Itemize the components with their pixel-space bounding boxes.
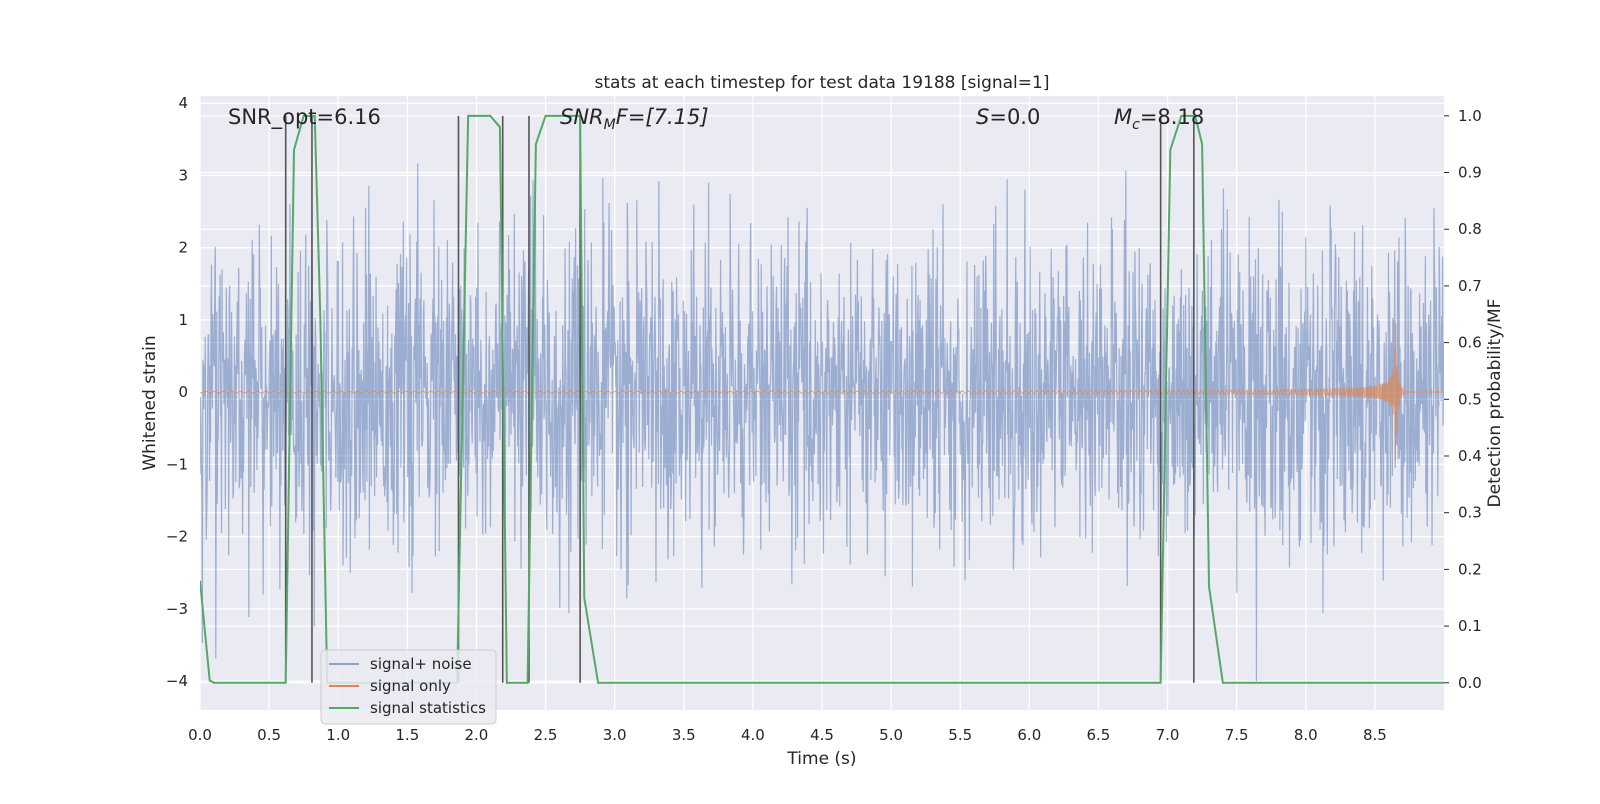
x-tick-label: 5.0	[879, 726, 903, 744]
x-tick-label: 0.5	[257, 726, 281, 744]
legend-label-signal-statistics: signal statistics	[370, 699, 486, 717]
y2-tick-label: 0.6	[1458, 334, 1482, 352]
y2-tick-label: 0.2	[1458, 560, 1482, 578]
x-tick-label: 7.5	[1225, 726, 1249, 744]
y-tick-label: 4	[178, 94, 188, 112]
annotation-snr-mf-base: SNR	[560, 105, 604, 129]
annotation-s-rest: =0.0	[989, 105, 1040, 129]
annotation-mc: Mc=8.18	[1114, 105, 1204, 133]
y-tick-label: 2	[178, 239, 188, 257]
chart-title: stats at each timestep for test data 191…	[595, 73, 1050, 93]
x-tick-label: 8.0	[1294, 726, 1318, 744]
y-tick-label: −1	[166, 455, 188, 473]
y2-tick-label: 0.1	[1458, 617, 1482, 635]
annotation-s-base: S	[976, 105, 989, 129]
series-signal-only	[200, 323, 1444, 461]
y2-axis-label: Detection probability/MF	[1485, 299, 1505, 508]
annotation-snr-opt: SNR_opt=6.16	[228, 105, 381, 130]
y-axis-label: Whitened strain	[140, 335, 160, 470]
x-tick-label: 2.0	[465, 726, 489, 744]
x-tick-label: 8.5	[1363, 726, 1387, 744]
y2-tick-label: 1.0	[1458, 107, 1482, 125]
legend-label-signal-only: signal only	[370, 677, 451, 695]
y2-tick-label: 0.8	[1458, 220, 1482, 238]
y-tick-label: 3	[178, 166, 188, 184]
annotation-snr-mf-sub: M	[604, 117, 616, 133]
y2-tick-label: 0.0	[1458, 674, 1482, 692]
annotation-snr-mf: SNRMF=[7.15]	[560, 105, 709, 133]
y2-tick-label: 0.3	[1458, 504, 1482, 522]
x-tick-label: 2.5	[534, 726, 558, 744]
x-tick-label: 1.5	[395, 726, 419, 744]
annotation-mc-sub: c	[1132, 117, 1140, 133]
y-tick-label: 0	[178, 383, 188, 401]
y-tick-label: 1	[178, 311, 188, 329]
x-tick-label: 5.5	[948, 726, 972, 744]
y-axis-ticks: 4 3 2 1 0 −1 −2 −3 −4	[166, 94, 188, 690]
y2-axis-ticks: 1.0 0.9 0.8 0.7 0.6 0.5 0.4 0.3 0.2 0.1 0.0	[1444, 107, 1482, 692]
annotation-mc-base: M	[1114, 105, 1132, 129]
x-tick-label: 1.0	[326, 726, 350, 744]
y-tick-label: −4	[166, 672, 188, 690]
annotation-s: S=0.0	[976, 105, 1040, 129]
x-tick-label: 6.5	[1087, 726, 1111, 744]
legend-label-signal-noise: signal+ noise	[370, 655, 472, 673]
y2-tick-label: 0.4	[1458, 447, 1482, 465]
series-signal-noise	[200, 163, 1444, 682]
series-signal-statistics	[200, 114, 1444, 684]
y2-tick-label: 0.5	[1458, 390, 1482, 408]
series-line-signal-statistics	[200, 114, 1444, 684]
annotation-mc-rest: =8.18	[1140, 105, 1204, 129]
x-tick-label: 4.0	[741, 726, 765, 744]
series-line-signal-only	[200, 323, 1444, 461]
x-tick-label: 3.0	[603, 726, 627, 744]
x-tick-label: 6.0	[1017, 726, 1041, 744]
series-line-signal-noise	[200, 163, 1444, 682]
legend-box	[320, 649, 497, 725]
legend: signal+ noise signal only signal statist…	[320, 649, 497, 725]
annotation-snr-mf-rest: F=[7.15]	[616, 105, 709, 129]
x-tick-label: 3.5	[672, 726, 696, 744]
x-tick-label: 4.5	[810, 726, 834, 744]
x-axis-ticks: 0.0 0.5 1.0 1.5 2.0 2.5 3.0 3.5 4.0 4.5 5.0 5.5 6.0 6…	[188, 726, 1387, 744]
y-tick-label: −2	[166, 528, 188, 546]
x-axis-label: Time (s)	[786, 749, 856, 769]
x-tick-label: 0.0	[188, 726, 212, 744]
y2-tick-label: 0.7	[1458, 277, 1482, 295]
y-tick-label: −3	[166, 600, 188, 618]
x-tick-label: 7.0	[1156, 726, 1180, 744]
y2-tick-label: 0.9	[1458, 164, 1482, 182]
